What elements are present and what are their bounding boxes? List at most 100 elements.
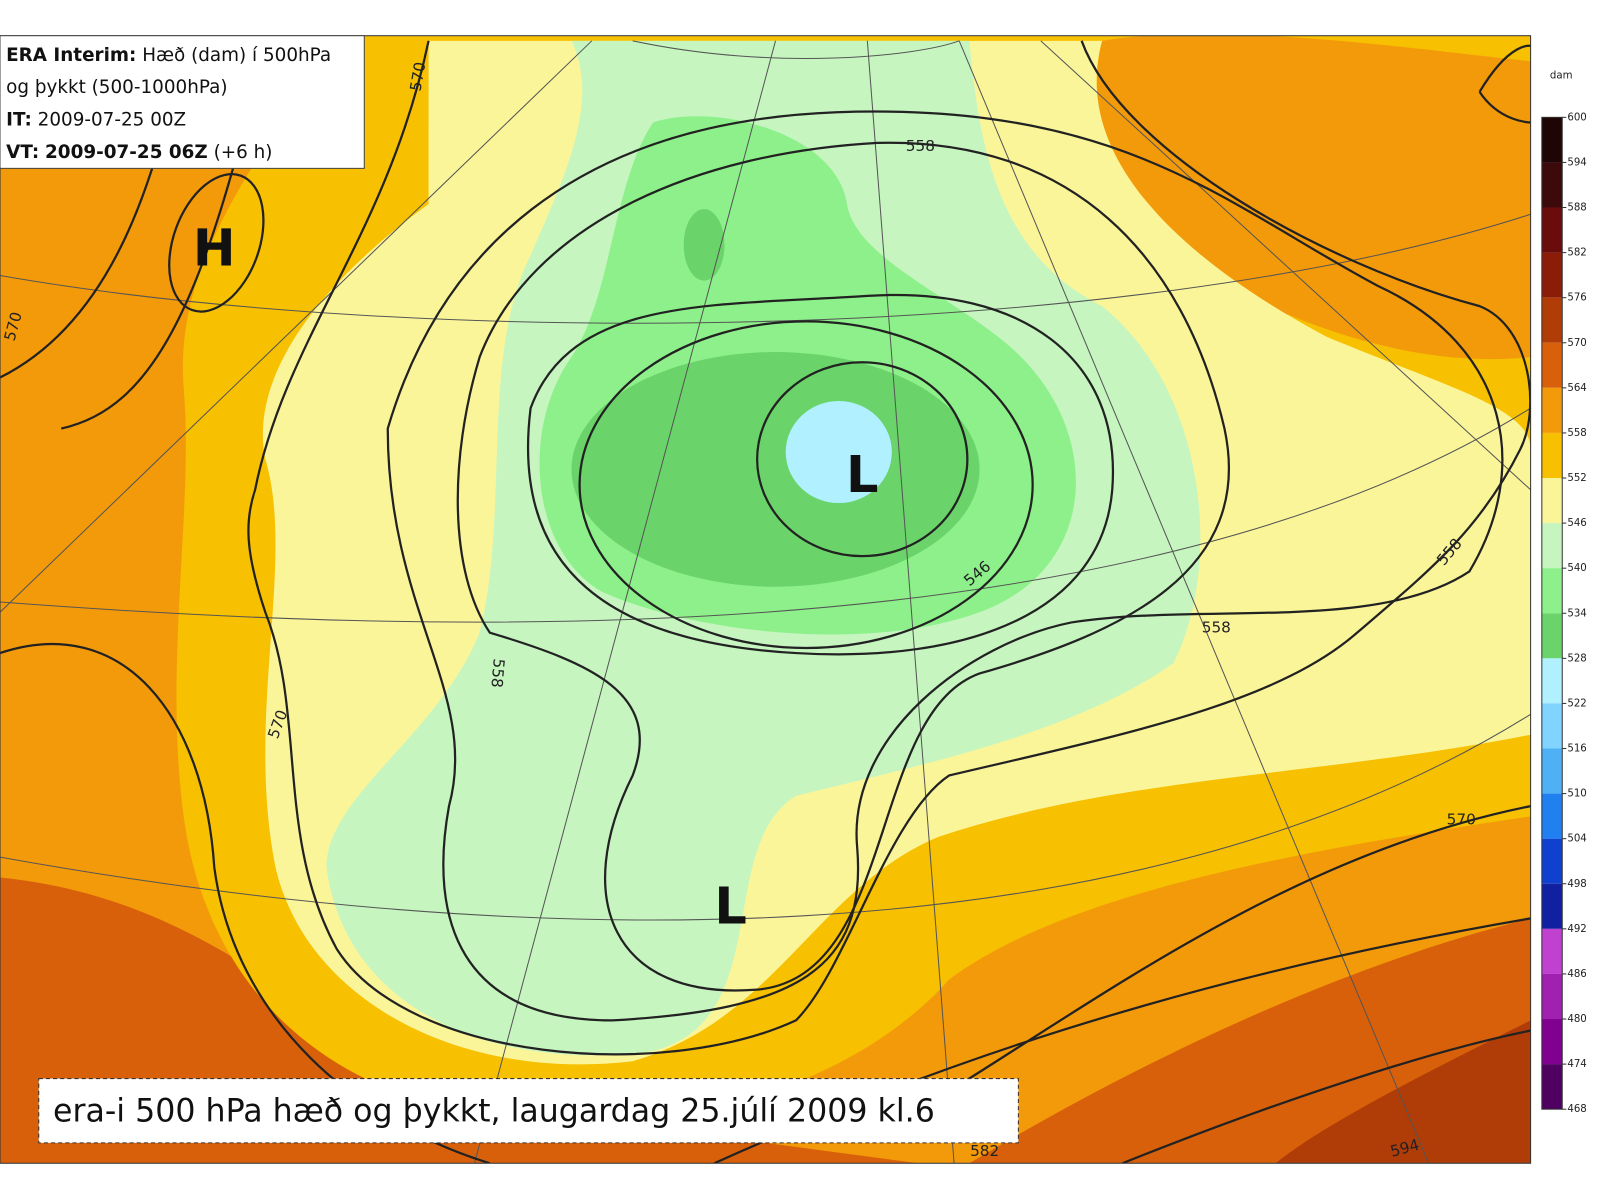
contour-label: 558 <box>487 658 507 689</box>
colorbar-band <box>1541 342 1563 388</box>
colorbar-band <box>1541 703 1563 749</box>
contour-label: 558 <box>1202 619 1231 637</box>
graticule <box>0 40 1531 1164</box>
meridian <box>0 40 593 613</box>
contour <box>168 173 265 313</box>
parallel <box>0 407 1531 623</box>
header-line: og þykkt (500-1000hPa) <box>6 77 227 98</box>
meridian <box>1040 40 1531 491</box>
colorbar-band <box>1541 838 1563 884</box>
colorbar-band <box>1541 1019 1563 1065</box>
colorbar-label: 522 <box>1567 698 1586 709</box>
header-box: ERA Interim: Hæð (dam) í 500hPa og þykkt… <box>0 35 365 169</box>
field-green <box>571 352 980 587</box>
pressure-center: L <box>714 877 747 936</box>
colorbar-label: 552 <box>1567 473 1586 484</box>
colorbar-band <box>1541 883 1563 929</box>
colorbar-label: 528 <box>1567 653 1586 664</box>
colorbar-label: 594 <box>1567 157 1586 168</box>
header-note: (+6 h) <box>214 142 273 163</box>
colorbar-band <box>1541 928 1563 974</box>
colorbar-label: 534 <box>1567 608 1586 619</box>
colorbar-label: 504 <box>1567 834 1586 845</box>
map-frame <box>0 35 1532 1164</box>
colorbar-label: 510 <box>1567 789 1586 800</box>
meridian <box>473 40 777 1164</box>
contour-label: 558 <box>906 137 935 155</box>
map: 570 558 570 570 558 546 558 558 570 594 … <box>0 35 1531 1164</box>
colorbar-band <box>1541 162 1563 208</box>
contour <box>578 320 1034 650</box>
colorbar-label: 492 <box>1567 924 1586 935</box>
colorbar-label: 474 <box>1567 1059 1586 1070</box>
header-line: VT: 2009-07-25 06Z (+6 h) <box>6 142 272 163</box>
pressure-center: L <box>846 446 879 505</box>
colorbar-band <box>1541 387 1563 433</box>
colorbar-band <box>1541 748 1563 794</box>
meridian <box>866 40 955 1164</box>
parallel <box>632 40 960 60</box>
field-green <box>683 209 725 281</box>
colorbar-label: 486 <box>1567 969 1586 980</box>
colorbar-label: 546 <box>1567 518 1586 529</box>
colorbar-label: 576 <box>1567 293 1586 304</box>
parallel <box>0 213 1531 324</box>
colorbar-band <box>1541 568 1563 614</box>
field-orange <box>1096 35 1531 360</box>
colorbar-label: 570 <box>1567 338 1586 349</box>
header-label: ERA Interim: <box>6 45 136 66</box>
header-label: IT: <box>6 110 32 131</box>
colorbar: dam 600 594 588 582 576 570 564 558 552 546 540 534… <box>1541 71 1587 1115</box>
header-text: Hæð (dam) í 500hPa <box>142 45 331 66</box>
colorbar-band <box>1541 523 1563 569</box>
contour-label: 570 <box>407 61 430 93</box>
caption: era-i 500 hPa hæð og þykkt, laugardag 25… <box>53 1093 935 1129</box>
colorbar-band <box>1541 973 1563 1020</box>
field-cyan <box>785 401 892 504</box>
colorbar-label: 600 <box>1567 112 1586 123</box>
contours <box>0 40 1531 1164</box>
header-text: 2009-07-25 00Z <box>38 110 186 131</box>
colorbar-label: 558 <box>1567 428 1586 439</box>
parallel <box>0 713 1531 921</box>
colorbar-band <box>1541 613 1563 659</box>
contour <box>756 361 969 558</box>
colorbar-band <box>1541 207 1563 253</box>
caption-box: era-i 500 hPa hæð og þykkt, laugardag 25… <box>38 1078 1019 1144</box>
colorbar-label: 468 <box>1567 1104 1586 1115</box>
contour <box>897 805 1531 1124</box>
contour-label: 582 <box>970 1142 999 1160</box>
contour <box>247 40 1531 1056</box>
colorbar-label: 498 <box>1567 879 1586 890</box>
pressure-center: H <box>193 219 236 278</box>
contour <box>456 141 1231 992</box>
meridian <box>958 40 1430 1164</box>
contour <box>386 110 1504 1022</box>
header-line: ERA Interim: Hæð (dam) í 500hPa <box>6 45 331 66</box>
field-darker <box>1275 1020 1531 1164</box>
colorbar-band <box>1541 432 1563 479</box>
colorbar-band <box>1541 252 1563 298</box>
colorbar-band <box>1541 297 1563 343</box>
colorbar-band <box>1541 478 1563 524</box>
colorbar-label: 480 <box>1567 1014 1586 1025</box>
contour <box>526 293 1115 656</box>
header-label: VT: <box>6 142 39 163</box>
colorbar-label: 516 <box>1567 744 1586 755</box>
caption-background <box>38 1078 1019 1144</box>
colorbar-band <box>1541 793 1563 839</box>
contour <box>1122 1029 1531 1164</box>
colorbar-band <box>1541 658 1563 704</box>
colorbar-label: 540 <box>1567 563 1586 574</box>
colorbar-band <box>1541 1064 1563 1110</box>
colorbar-unit: dam <box>1550 71 1573 82</box>
header-text: 2009-07-25 06Z <box>45 142 208 163</box>
colorbar-label: 588 <box>1567 203 1586 214</box>
header-background <box>0 35 365 169</box>
colorbar-label: 564 <box>1567 383 1586 394</box>
colorbar-band <box>1541 117 1563 163</box>
colorbar-label: 582 <box>1567 248 1586 259</box>
header-line: IT: 2009-07-25 00Z <box>6 110 186 131</box>
